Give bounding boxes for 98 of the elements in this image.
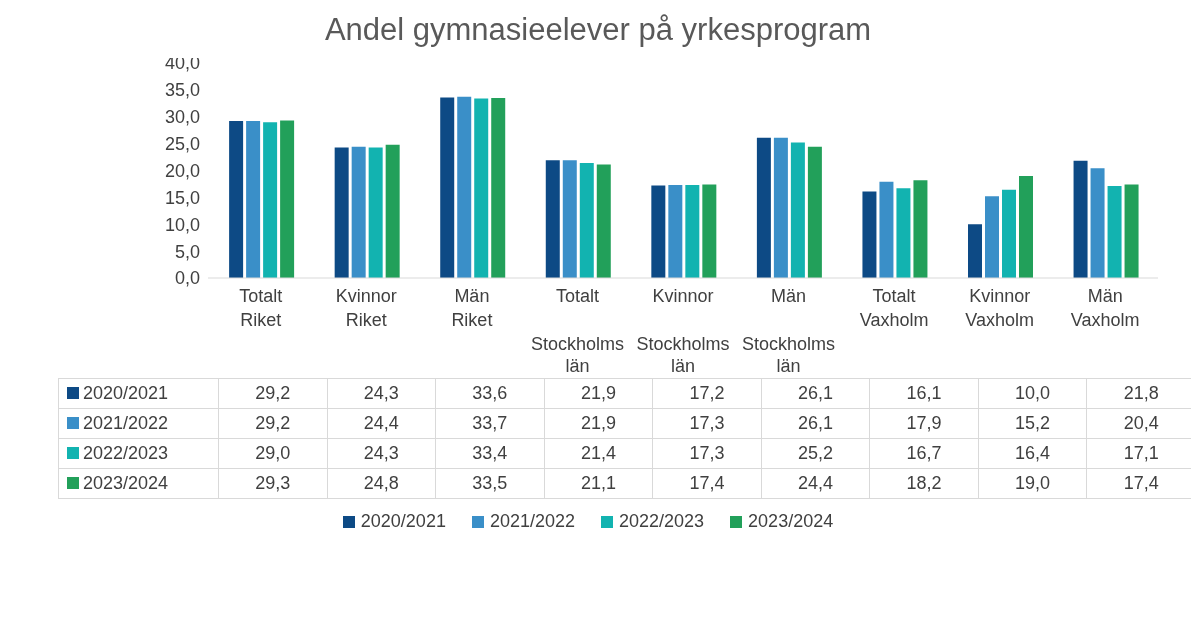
- category-label: Kvinnor Stockholms län: [636, 286, 730, 376]
- text: 2022/2023: [619, 511, 705, 531]
- bar: [334, 147, 349, 278]
- data-label: 24,3: [327, 378, 436, 409]
- x-tick-label: Kvinnor Riket: [335, 286, 397, 330]
- bar: [879, 181, 894, 278]
- bar: [579, 162, 594, 278]
- y-tick-label: 25,0: [164, 134, 200, 155]
- data-label: 17,4: [652, 468, 762, 499]
- x-tick-label: Totalt Riket: [239, 286, 283, 330]
- data-label: 26,1: [761, 408, 870, 439]
- bar: [368, 147, 383, 278]
- data-label: 21,9: [544, 378, 653, 409]
- data-label: 33,7: [435, 408, 545, 439]
- y-tick-label: 20,0: [164, 160, 200, 181]
- x-tick-label: Män Vaxholm: [1070, 286, 1140, 330]
- data-label: 25,2: [761, 438, 870, 469]
- bar: [968, 224, 982, 278]
- data-label: 15,2: [978, 408, 1087, 439]
- data-label: 18,2: [869, 468, 979, 499]
- bar: [545, 160, 560, 278]
- text: 2020/2021: [360, 511, 446, 531]
- data-label: 33,5: [435, 468, 545, 499]
- bar: [896, 188, 911, 278]
- data-label: 17,9: [869, 408, 979, 439]
- text: 2021/2022: [489, 511, 575, 531]
- data-label: 17,1: [1086, 438, 1191, 469]
- data-label: 17,3: [652, 408, 762, 439]
- bar: [668, 185, 683, 278]
- y-tick-label: 10,0: [164, 214, 200, 235]
- text: 2023/2024: [748, 511, 834, 531]
- data-label: 24,3: [327, 438, 436, 469]
- x-tick-label: Män Riket: [451, 286, 493, 330]
- y-tick-label: 0,0: [174, 268, 200, 289]
- data-label: 29,0: [218, 438, 328, 469]
- data-label: 17,2: [652, 378, 762, 409]
- bar: [1073, 160, 1088, 278]
- legend-label: 2021/2022: [58, 408, 219, 439]
- bar: [756, 137, 771, 278]
- bar: [913, 180, 928, 278]
- bar: [596, 164, 611, 278]
- data-label: 16,4: [978, 438, 1087, 469]
- bar: [440, 97, 455, 278]
- data-label: 17,3: [652, 438, 762, 469]
- data-label: 24,4: [327, 408, 436, 439]
- legend-label: 2020/2021: [58, 378, 219, 409]
- data-label: 33,4: [435, 438, 545, 469]
- y-tick-label: 30,0: [164, 107, 200, 128]
- data-label: 17,4: [1086, 468, 1191, 499]
- data-label: 26,1: [761, 378, 870, 409]
- data-label: 21,9: [544, 408, 653, 439]
- data-label: 16,1: [869, 378, 979, 409]
- bar: [790, 142, 805, 278]
- data-label: 21,8: [1086, 378, 1191, 409]
- x-tick-label: Totalt Vaxholm: [859, 286, 929, 330]
- data-label: 33,6: [435, 378, 545, 409]
- x-tick-label: Kvinnor Vaxholm: [965, 286, 1035, 330]
- data-label: 21,1: [544, 468, 653, 499]
- bar: [229, 121, 244, 278]
- data-label: 24,8: [327, 468, 436, 499]
- data-label: 19,0: [978, 468, 1087, 499]
- bar: [351, 146, 366, 278]
- bar: [562, 160, 577, 278]
- chart-title: Andel gymnasieelever på yrkesprogram: [323, 12, 873, 48]
- bar: [1019, 175, 1033, 278]
- legend-label: 2023/2024: [58, 468, 219, 499]
- bar: [862, 191, 877, 278]
- bar: [685, 185, 700, 278]
- data-label: 21,4: [544, 438, 653, 469]
- bar: [1090, 168, 1105, 278]
- bar: [702, 184, 717, 278]
- data-label: 24,4: [761, 468, 870, 499]
- bar: [246, 121, 261, 278]
- bar: [457, 96, 472, 278]
- bar: [1002, 189, 1016, 278]
- category-label: Totalt Stockholms län: [530, 286, 624, 376]
- y-tick-label: 5,0: [174, 241, 200, 262]
- bar: [280, 120, 295, 278]
- category-label: Män Stockholms län: [742, 286, 836, 376]
- data-label: 29,2: [218, 408, 328, 439]
- y-tick-label: 15,0: [164, 187, 200, 208]
- bar: [773, 137, 788, 278]
- legend-label: 2022/2023: [58, 438, 219, 469]
- bar: [263, 122, 278, 278]
- data-label: 10,0: [978, 378, 1087, 409]
- data-label: 20,4: [1086, 408, 1191, 439]
- data-label: 16,7: [869, 438, 979, 469]
- data-label: 29,2: [218, 378, 328, 409]
- y-tick-label: 35,0: [164, 80, 200, 101]
- bar: [474, 98, 489, 278]
- bar: [651, 185, 666, 278]
- bar: [1124, 184, 1139, 278]
- bar: [985, 196, 999, 278]
- bar: [491, 97, 506, 278]
- bar: [807, 146, 822, 278]
- data-label: 29,3: [218, 468, 328, 499]
- bar: [385, 144, 400, 278]
- bar: [1107, 186, 1122, 278]
